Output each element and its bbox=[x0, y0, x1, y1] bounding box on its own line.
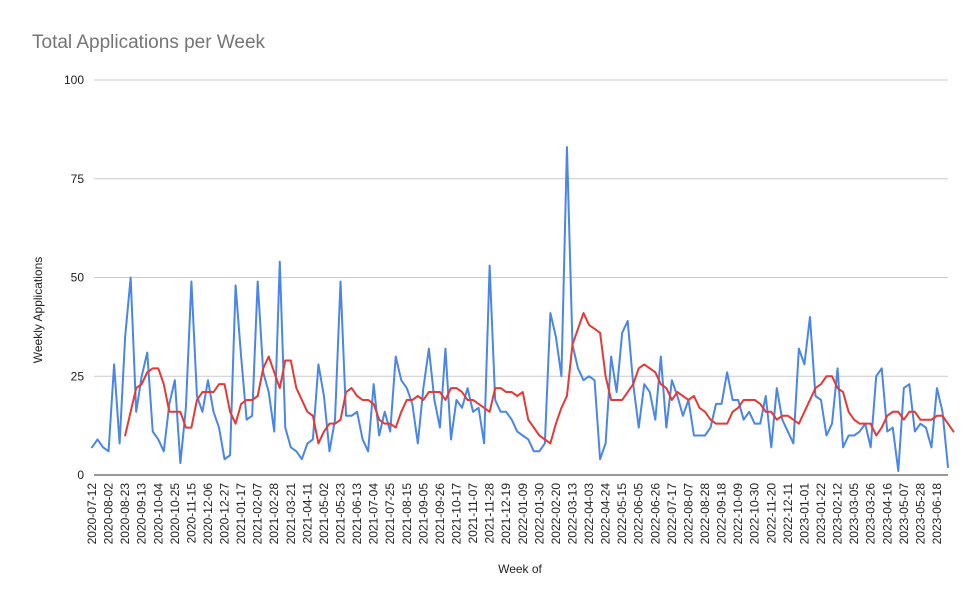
x-tick-label: 2022-10-30 bbox=[748, 483, 762, 545]
x-tick-label: 2020-11-15 bbox=[184, 483, 198, 544]
x-tick-label: 2021-05-23 bbox=[334, 483, 348, 545]
x-tick-label: 2023-01-22 bbox=[814, 483, 828, 545]
x-tick-label: 2021-02-07 bbox=[251, 483, 265, 545]
x-tick-label: 2021-12-19 bbox=[499, 483, 513, 545]
x-axis-title: Week of bbox=[498, 562, 542, 576]
x-tick-label: 2023-05-28 bbox=[913, 483, 927, 545]
x-tick-label: 2020-10-25 bbox=[168, 483, 182, 545]
y-axis-title: Weekly Applications bbox=[31, 257, 45, 364]
x-tick-label: 2020-12-06 bbox=[201, 483, 215, 545]
x-tick-label: 2020-08-23 bbox=[118, 483, 132, 545]
x-tick-label: 2022-03-13 bbox=[565, 483, 579, 545]
weekly-applications-line bbox=[91, 146, 949, 473]
x-axis-ticks: 2020-07-12 2020-08-02 2020-08-23 2020-09-13… bbox=[85, 483, 944, 545]
x-tick-label: 2021-08-15 bbox=[400, 483, 414, 545]
x-tick-label: 2021-04-11 bbox=[300, 483, 314, 544]
gridlines bbox=[94, 79, 948, 377]
x-tick-label: 2023-04-16 bbox=[880, 483, 894, 545]
x-tick-label: 2022-04-24 bbox=[599, 483, 613, 545]
x-tick-label: 2021-09-05 bbox=[416, 483, 430, 545]
x-tick-label: 2022-09-18 bbox=[715, 483, 729, 545]
x-tick-label: 2022-01-30 bbox=[532, 483, 546, 545]
x-tick-label: 2022-05-15 bbox=[615, 483, 629, 545]
y-axis-ticks: 0 25 50 75 100 bbox=[64, 73, 84, 482]
rolling-average-line bbox=[124, 312, 955, 445]
x-tick-label: 2022-06-05 bbox=[632, 483, 646, 545]
y-tick-label: 25 bbox=[71, 369, 85, 383]
x-tick-label: 2023-06-18 bbox=[930, 483, 944, 545]
x-tick-label: 2022-04-03 bbox=[582, 483, 596, 545]
x-tick-label: 2023-01-01 bbox=[797, 483, 811, 545]
y-tick-label: 100 bbox=[64, 73, 84, 87]
chart-title: Total Applications per Week bbox=[32, 32, 266, 53]
x-tick-label: 2021-06-13 bbox=[350, 483, 364, 545]
x-tick-label: 2023-03-26 bbox=[864, 483, 878, 545]
x-tick-label: 2021-09-26 bbox=[433, 483, 447, 545]
x-tick-label: 2023-03-05 bbox=[847, 483, 861, 545]
x-tick-label: 2021-03-21 bbox=[284, 483, 298, 545]
x-tick-label: 2020-09-13 bbox=[135, 483, 149, 545]
x-tick-label: 2020-08-02 bbox=[102, 483, 116, 545]
x-tick-label: 2021-11-28 bbox=[483, 483, 497, 544]
x-tick-label: 2021-07-25 bbox=[383, 483, 397, 545]
x-tick-label: 2021-07-04 bbox=[367, 483, 381, 545]
x-tick-label: 2021-02-28 bbox=[267, 483, 281, 545]
x-tick-label: 2021-05-02 bbox=[317, 483, 331, 545]
x-tick-label: 2022-08-07 bbox=[681, 483, 695, 545]
x-tick-label: 2022-11-20 bbox=[764, 483, 778, 544]
x-tick-label: 2021-10-17 bbox=[449, 483, 463, 545]
x-tick-label: 2021-01-17 bbox=[234, 483, 248, 545]
y-tick-label: 75 bbox=[71, 172, 85, 186]
x-tick-label: 2022-07-17 bbox=[665, 483, 679, 545]
y-tick-label: 50 bbox=[71, 271, 85, 285]
series-lines bbox=[91, 146, 955, 473]
x-tick-label: 2022-10-09 bbox=[731, 483, 745, 545]
x-tick-label: 2023-02-12 bbox=[831, 483, 845, 545]
x-tick-label: 2021-11-07 bbox=[466, 483, 480, 544]
x-tick-label: 2022-08-28 bbox=[698, 483, 712, 545]
y-tick-label: 0 bbox=[77, 468, 84, 482]
x-tick-label: 2022-06-26 bbox=[648, 483, 662, 545]
x-tick-label: 2020-10-04 bbox=[151, 483, 165, 545]
x-tick-label: 2022-01-09 bbox=[516, 483, 530, 545]
x-tick-label: 2020-07-12 bbox=[85, 483, 99, 545]
x-tick-label: 2020-12-27 bbox=[218, 483, 232, 545]
x-tick-label: 2022-12-11 bbox=[781, 483, 795, 544]
x-tick-label: 2022-02-20 bbox=[549, 483, 563, 545]
x-tick-label: 2023-05-07 bbox=[897, 483, 911, 545]
